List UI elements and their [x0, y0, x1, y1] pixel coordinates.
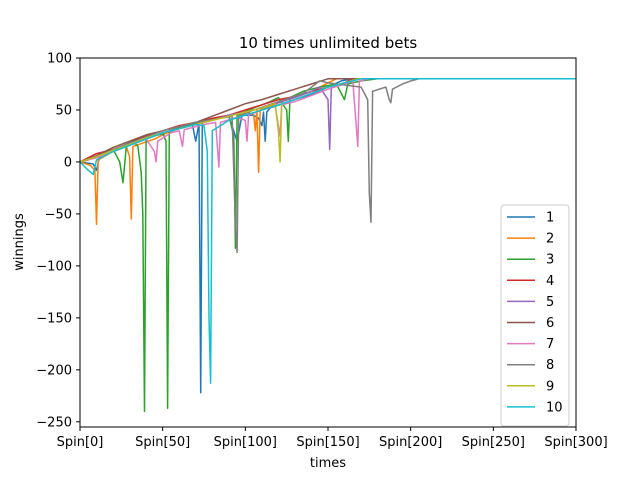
legend-label-5: 5 — [546, 295, 554, 310]
legend-label-1: 1 — [546, 211, 554, 226]
y-tick-label: 0 — [64, 155, 72, 170]
legend-label-4: 4 — [546, 274, 554, 289]
y-axis: 100 50 0 −50 −100 −150 −200 −250 — [36, 52, 80, 430]
x-tick-label: Spin[150] — [296, 435, 359, 450]
x-tick-label: Spin[200] — [379, 435, 442, 450]
series-line-8 — [79, 78, 576, 254]
y-tick-label: −150 — [36, 311, 72, 326]
y-tick-label: 100 — [47, 52, 72, 67]
legend-label-2: 2 — [546, 232, 554, 247]
legend: 1 2 3 4 5 6 7 8 9 10 — [500, 204, 570, 427]
legend-label-6: 6 — [546, 316, 554, 331]
x-tick-label: Spin[0] — [57, 435, 104, 450]
y-tick-label: −200 — [36, 363, 72, 378]
y-axis-title: winnings — [12, 213, 27, 271]
legend-label-10: 10 — [546, 400, 563, 415]
chart-title: 10 times unlimited bets — [239, 34, 417, 52]
legend-label-8: 8 — [546, 358, 554, 373]
legend-label-7: 7 — [546, 337, 554, 352]
series-lines — [79, 78, 576, 413]
x-tick-label: Spin[100] — [214, 435, 277, 450]
series-line-7 — [79, 78, 576, 168]
legend-label-9: 9 — [546, 379, 554, 394]
y-tick-label: −50 — [45, 207, 72, 222]
x-tick-label: Spin[300] — [544, 435, 607, 450]
y-tick-label: 50 — [55, 103, 72, 118]
y-tick-label: −250 — [36, 415, 72, 430]
x-tick-label: Spin[250] — [462, 435, 525, 450]
series-line-10 — [79, 78, 576, 385]
x-axis: Spin[0] Spin[50] Spin[100] Spin[150] Spin[20… — [57, 427, 608, 450]
series-line-6 — [79, 78, 576, 163]
x-tick-label: Spin[50] — [135, 435, 190, 450]
legend-box — [500, 204, 570, 427]
y-tick-label: −100 — [36, 259, 72, 274]
x-axis-title: times — [310, 456, 346, 471]
legend-label-3: 3 — [546, 253, 554, 268]
